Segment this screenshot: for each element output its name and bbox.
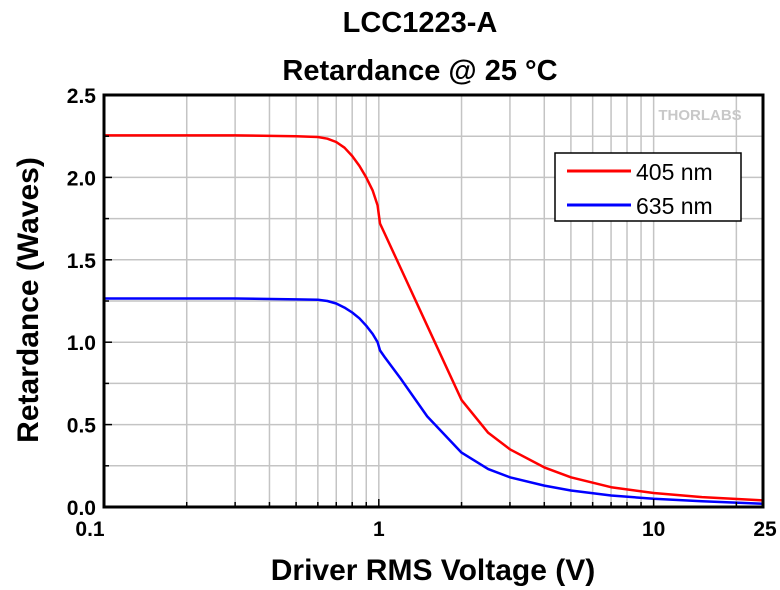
series-lines — [104, 134, 764, 505]
y-tick-label: 0.5 — [67, 415, 97, 438]
ticks: 0.0 0.5 1.0 1.5 2.0 2.5 0.1 1 10 25 — [67, 85, 777, 541]
y-axis-label: Retardance (Waves) — [12, 157, 45, 443]
grid — [104, 95, 763, 507]
x-tick-label: 10 — [642, 518, 665, 541]
y-tick-label: 2.0 — [67, 167, 96, 190]
series-line-635-nm — [104, 297, 764, 505]
legend-label-405: 405 nm — [636, 159, 713, 185]
thorlabs-logo: THORLABS — [658, 107, 741, 124]
series-line-405-nm — [104, 134, 764, 502]
x-axis-label: Driver RMS Voltage (V) — [271, 554, 596, 587]
x-tick-label: 0.1 — [75, 518, 105, 541]
x-tick-label: 25 — [753, 518, 777, 541]
y-tick-label: 2.5 — [67, 85, 97, 108]
chart-subtitle: Retardance @ 25 °C — [282, 55, 557, 87]
legend-box — [554, 152, 742, 222]
y-tick-label: 0.0 — [67, 497, 96, 520]
y-tick-label: 1.5 — [67, 250, 97, 273]
y-tick-label: 1.0 — [67, 332, 96, 355]
legend-label-635: 635 nm — [636, 193, 713, 219]
x-tick-label: 1 — [373, 518, 385, 541]
legend: 405 nm 635 nm — [554, 152, 742, 222]
chart-title: LCC1223-A — [343, 7, 498, 39]
